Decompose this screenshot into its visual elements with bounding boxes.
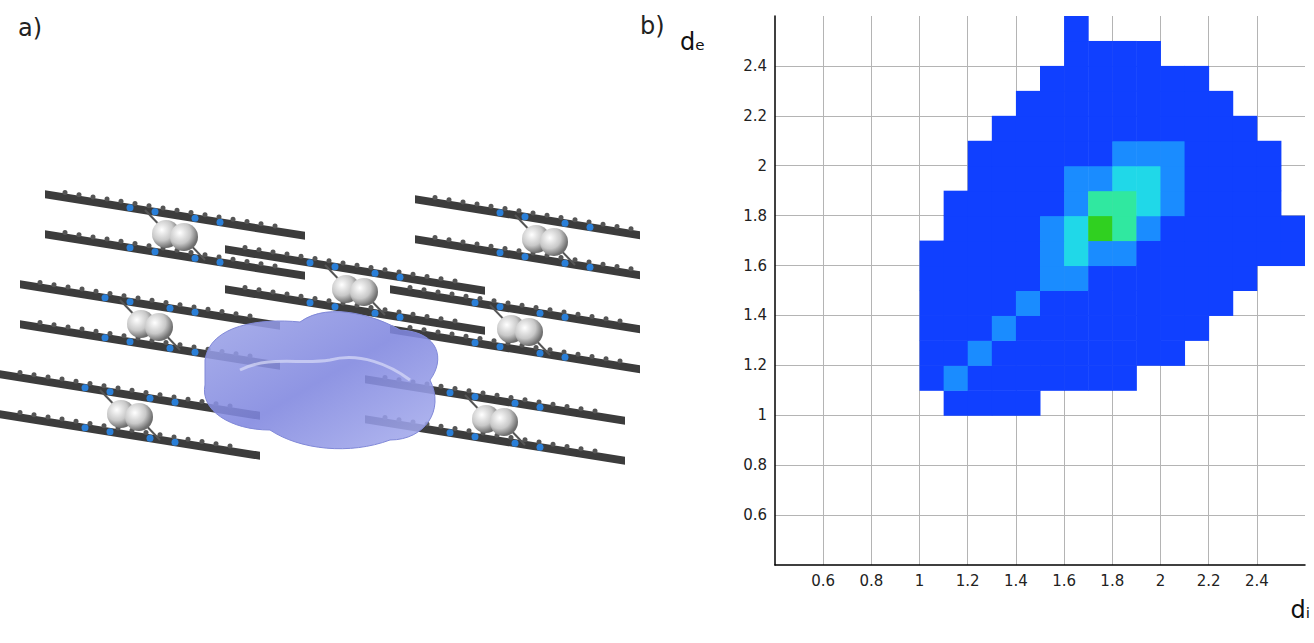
svg-text:0.6: 0.6: [743, 506, 767, 524]
svg-text:dₑ: dₑ: [680, 28, 705, 56]
svg-text:1: 1: [915, 572, 925, 590]
svg-text:2: 2: [757, 157, 767, 175]
svg-text:b): b): [640, 12, 665, 40]
svg-text:1.2: 1.2: [956, 572, 980, 590]
html-text:a): a): [18, 14, 43, 42]
svg-text:2.2: 2.2: [743, 107, 767, 125]
svg-text:2.2: 2.2: [1197, 572, 1221, 590]
svg-text:1.6: 1.6: [1052, 572, 1076, 590]
svg-text:0.6: 0.6: [811, 572, 835, 590]
svg-text:1.8: 1.8: [743, 207, 767, 225]
svg-text:1: 1: [757, 406, 767, 424]
svg-text:2.4: 2.4: [743, 57, 767, 75]
svg-text:0.8: 0.8: [859, 572, 883, 590]
svg-text:1.6: 1.6: [743, 257, 767, 275]
svg-text:0.8: 0.8: [743, 456, 767, 474]
svg-text:1.2: 1.2: [743, 356, 767, 374]
svg-text:2: 2: [1156, 572, 1166, 590]
svg-text:1.4: 1.4: [743, 306, 767, 324]
svg-text:2.4: 2.4: [1245, 572, 1269, 590]
svg-text:dᵢ: dᵢ: [1290, 596, 1310, 624]
svg-text:1.8: 1.8: [1100, 572, 1124, 590]
svg-text:1.4: 1.4: [1004, 572, 1028, 590]
